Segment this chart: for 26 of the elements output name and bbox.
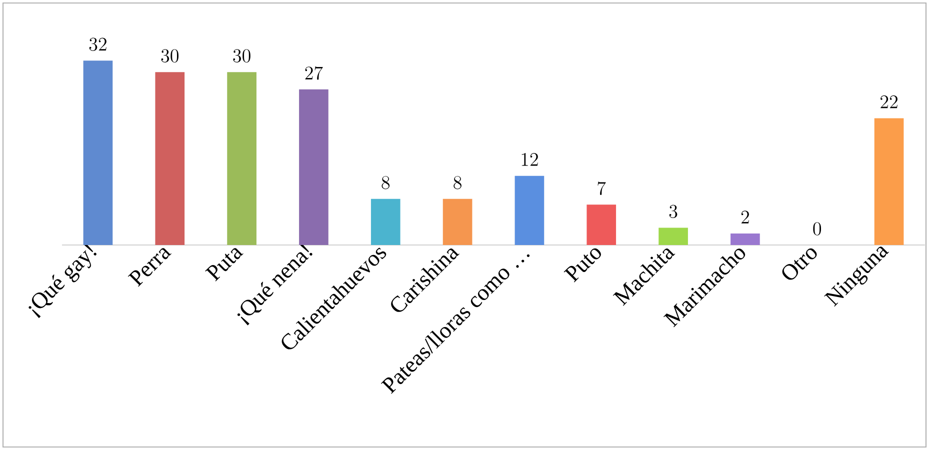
data-label: 22 bbox=[880, 95, 898, 108]
bar bbox=[299, 89, 328, 245]
data-label: 7 bbox=[598, 182, 606, 195]
bar bbox=[442, 198, 472, 245]
bar bbox=[586, 204, 616, 245]
bar bbox=[227, 72, 256, 245]
bar bbox=[514, 176, 544, 245]
data-label: 3 bbox=[669, 204, 678, 218]
data-label: 8 bbox=[454, 176, 462, 190]
bar bbox=[658, 228, 688, 245]
data-label: 8 bbox=[382, 176, 390, 190]
x-tick-label: Otro bbox=[782, 248, 817, 280]
data-label: 32 bbox=[89, 38, 106, 51]
bar bbox=[730, 233, 760, 245]
data-label: 30 bbox=[161, 49, 178, 62]
data-label: 2 bbox=[741, 210, 749, 224]
bar bbox=[370, 198, 400, 245]
bar bbox=[155, 72, 185, 245]
data-label: 27 bbox=[305, 66, 323, 80]
data-label: 0 bbox=[813, 222, 822, 236]
data-label: 12 bbox=[522, 153, 538, 166]
data-label: 30 bbox=[233, 49, 250, 62]
bar bbox=[83, 60, 113, 245]
x-tick-label: Puto bbox=[564, 248, 601, 282]
x-tick-label: Puta bbox=[205, 248, 244, 282]
bar bbox=[874, 118, 904, 245]
